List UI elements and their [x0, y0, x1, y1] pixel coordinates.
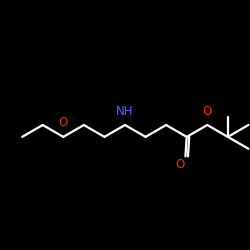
Text: O: O	[59, 116, 68, 130]
Text: O: O	[203, 105, 212, 118]
Text: O: O	[176, 158, 185, 170]
Text: NH: NH	[116, 105, 134, 118]
